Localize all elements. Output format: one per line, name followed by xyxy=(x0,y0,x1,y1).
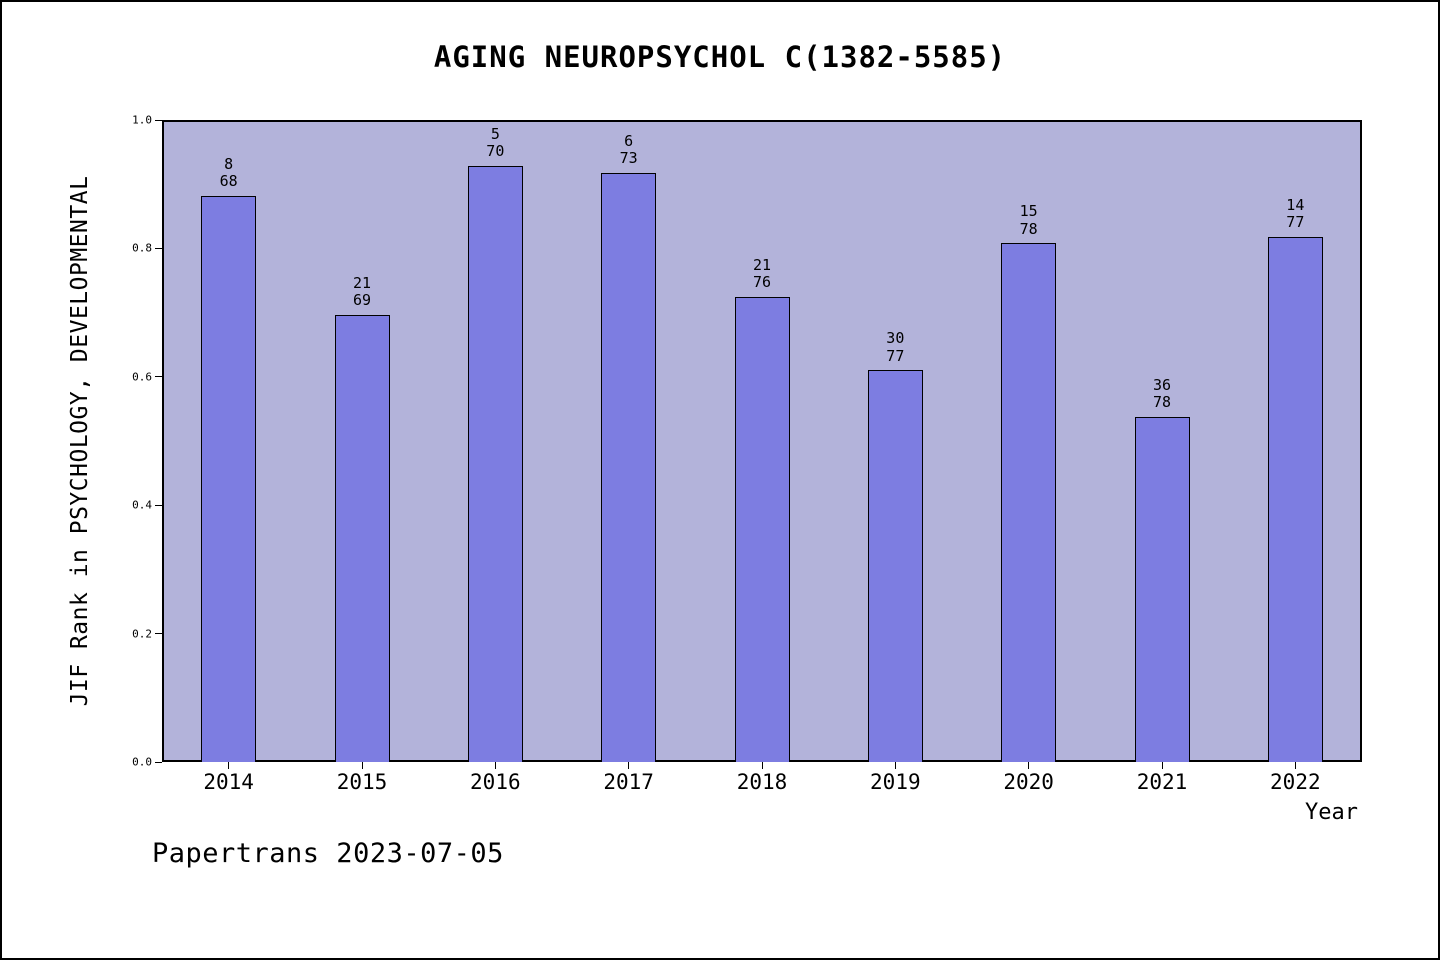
y-tick-label: 0.2 xyxy=(132,627,152,641)
bar-annotation-2021: 36 78 xyxy=(1152,375,1172,411)
x-tick-label-2018: 2018 xyxy=(736,770,788,794)
y-tick-mark xyxy=(155,247,162,249)
x-tick-mark xyxy=(494,762,496,769)
y-tick-mark xyxy=(155,376,162,378)
x-tick-label-2021: 2021 xyxy=(1136,770,1188,794)
x-tick-label-2022: 2022 xyxy=(1270,770,1321,794)
bar-2019 xyxy=(867,370,923,762)
bar-annotation-2019: 30 77 xyxy=(886,329,905,365)
bar-annotation-2018: 21 76 xyxy=(752,256,772,292)
x-tick-label-2015: 2015 xyxy=(336,770,388,794)
y-tick-mark xyxy=(155,633,162,635)
bar-annotation-2020: 15 78 xyxy=(1019,202,1038,238)
y-tick-label: 0.4 xyxy=(132,498,152,512)
bar-2016 xyxy=(467,165,523,762)
footer-note: Papertrans 2023-07-05 xyxy=(152,838,504,869)
bar-annotation-2016: 5 70 xyxy=(486,124,505,160)
x-tick-mark xyxy=(761,762,763,769)
bar-annotation-2017: 6 73 xyxy=(619,131,638,167)
x-tick-mark xyxy=(1161,762,1163,769)
bar-2015 xyxy=(334,315,390,762)
bar-annotation-2022: 14 77 xyxy=(1286,195,1305,232)
bar-2021 xyxy=(1134,416,1190,762)
x-axis-title: Year xyxy=(1305,800,1358,825)
y-tick-label: 0.8 xyxy=(132,241,152,255)
x-tick-mark xyxy=(228,762,230,769)
bar-2018 xyxy=(734,297,790,762)
bar-2022 xyxy=(1267,236,1323,762)
x-tick-mark xyxy=(1028,762,1030,769)
x-tick-mark xyxy=(361,762,363,769)
chart-title: AGING NEUROPSYCHOL C(1382-5585) xyxy=(433,40,1007,74)
bar-2020 xyxy=(1001,243,1057,762)
y-tick-mark xyxy=(155,761,162,763)
x-tick-mark xyxy=(628,762,630,769)
x-tick-label-2016: 2016 xyxy=(470,770,521,794)
y-tick-label: 1.0 xyxy=(132,113,152,127)
x-tick-label-2020: 2020 xyxy=(1003,770,1054,794)
y-tick-mark xyxy=(155,504,162,506)
x-tick-label-2019: 2019 xyxy=(870,770,921,794)
y-axis-title: JIF Rank in PSYCHOLOGY, DEVELOPMENTAL xyxy=(67,175,93,707)
x-tick-mark xyxy=(1294,762,1296,769)
x-tick-label-2017: 2017 xyxy=(603,770,654,794)
y-tick-mark xyxy=(155,119,162,121)
y-tick-label: 0.6 xyxy=(132,370,152,384)
x-tick-mark xyxy=(894,762,896,769)
y-tick-label: 0.0 xyxy=(132,755,152,769)
bar-2014 xyxy=(201,195,257,762)
bar-annotation-2015: 21 69 xyxy=(352,274,372,310)
bar-annotation-2014: 8 68 xyxy=(219,154,238,190)
bar-2017 xyxy=(601,172,657,762)
x-tick-label-2014: 2014 xyxy=(203,770,254,794)
